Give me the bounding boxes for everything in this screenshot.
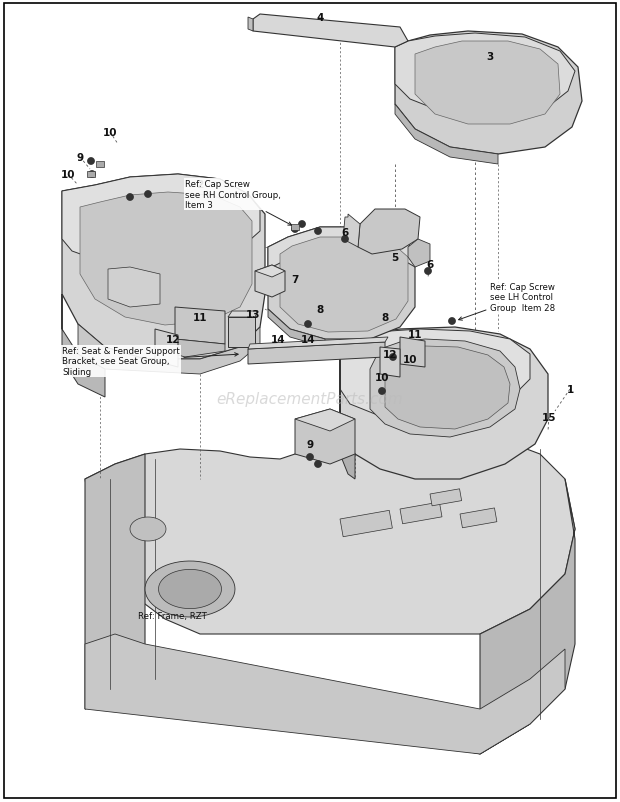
Circle shape (389, 354, 397, 361)
Circle shape (425, 268, 432, 275)
Text: 3: 3 (486, 52, 494, 62)
Text: 10: 10 (103, 128, 117, 138)
Text: Ref: Cap Screw
see LH Control
Group  Item 28: Ref: Cap Screw see LH Control Group Item… (459, 283, 555, 321)
Circle shape (448, 318, 456, 325)
Bar (340, 511, 392, 537)
Circle shape (89, 172, 95, 178)
Text: 9: 9 (76, 153, 84, 163)
Polygon shape (395, 32, 582, 155)
Polygon shape (295, 410, 355, 464)
Bar (291, 225, 299, 231)
Polygon shape (62, 175, 260, 265)
Text: 6: 6 (427, 260, 433, 269)
Circle shape (298, 221, 306, 229)
Text: 6: 6 (342, 228, 348, 237)
Polygon shape (268, 228, 415, 269)
Polygon shape (175, 308, 225, 345)
Circle shape (306, 454, 314, 461)
Polygon shape (248, 338, 388, 350)
Text: Ref: Frame, RZT: Ref: Frame, RZT (138, 611, 207, 620)
Polygon shape (108, 268, 160, 308)
Polygon shape (268, 310, 325, 347)
Circle shape (304, 321, 311, 328)
Text: Ref: Cap Screw
see RH Control Group,
Item 3: Ref: Cap Screw see RH Control Group, Ite… (185, 180, 291, 226)
Text: 14: 14 (271, 334, 285, 345)
Text: 10: 10 (403, 354, 417, 365)
Text: 4: 4 (316, 13, 324, 23)
Circle shape (378, 388, 386, 395)
Bar (87, 172, 95, 178)
Polygon shape (228, 318, 255, 347)
Polygon shape (78, 325, 260, 375)
Text: 8: 8 (316, 305, 324, 314)
Polygon shape (370, 339, 520, 437)
Polygon shape (280, 237, 408, 333)
Polygon shape (295, 410, 355, 431)
Polygon shape (62, 294, 105, 398)
Polygon shape (395, 105, 498, 164)
Text: 10: 10 (61, 170, 75, 180)
Text: 11: 11 (193, 313, 207, 322)
Polygon shape (175, 339, 225, 358)
Polygon shape (343, 215, 360, 248)
Polygon shape (62, 175, 265, 359)
Text: eReplacementParts.com: eReplacementParts.com (216, 392, 404, 407)
Circle shape (144, 191, 151, 198)
Polygon shape (85, 435, 575, 634)
Text: 12: 12 (383, 350, 397, 359)
Polygon shape (145, 561, 235, 618)
Text: 9: 9 (306, 439, 314, 449)
Polygon shape (340, 327, 548, 480)
Text: 10: 10 (374, 373, 389, 383)
Circle shape (314, 461, 322, 468)
Polygon shape (400, 338, 425, 367)
Polygon shape (228, 312, 258, 318)
Text: 1: 1 (567, 384, 574, 395)
Bar (460, 508, 497, 529)
Polygon shape (248, 18, 253, 32)
Text: 14: 14 (301, 334, 316, 345)
Text: 11: 11 (408, 330, 422, 339)
Polygon shape (340, 339, 355, 480)
Text: 7: 7 (291, 274, 299, 285)
Polygon shape (248, 342, 385, 365)
Text: 8: 8 (381, 313, 389, 322)
Polygon shape (395, 34, 575, 118)
Polygon shape (85, 455, 145, 709)
Text: 2: 2 (197, 180, 203, 190)
Polygon shape (255, 265, 285, 277)
Bar (400, 502, 442, 525)
Text: 12: 12 (166, 334, 180, 345)
Circle shape (314, 229, 322, 235)
Polygon shape (255, 265, 285, 298)
Text: Ref: Seat & Fender Support
Bracket, see Seat Group,
Sliding: Ref: Seat & Fender Support Bracket, see … (62, 346, 238, 376)
Bar (430, 489, 462, 506)
Bar (96, 162, 104, 168)
Text: 13: 13 (246, 310, 260, 320)
Polygon shape (85, 689, 530, 754)
Polygon shape (130, 517, 166, 541)
Polygon shape (408, 240, 430, 268)
Circle shape (126, 194, 133, 201)
Polygon shape (268, 228, 415, 339)
Circle shape (291, 226, 298, 233)
Polygon shape (155, 330, 178, 367)
Polygon shape (80, 192, 252, 326)
Polygon shape (85, 634, 565, 754)
Text: 5: 5 (391, 253, 399, 263)
Polygon shape (385, 346, 510, 429)
Polygon shape (253, 15, 408, 48)
Polygon shape (480, 480, 575, 754)
Polygon shape (358, 210, 420, 255)
Text: 15: 15 (542, 412, 556, 423)
Polygon shape (415, 42, 560, 125)
Polygon shape (159, 569, 221, 609)
Circle shape (342, 237, 348, 243)
Polygon shape (340, 330, 530, 419)
Circle shape (87, 158, 94, 165)
Polygon shape (380, 347, 400, 378)
